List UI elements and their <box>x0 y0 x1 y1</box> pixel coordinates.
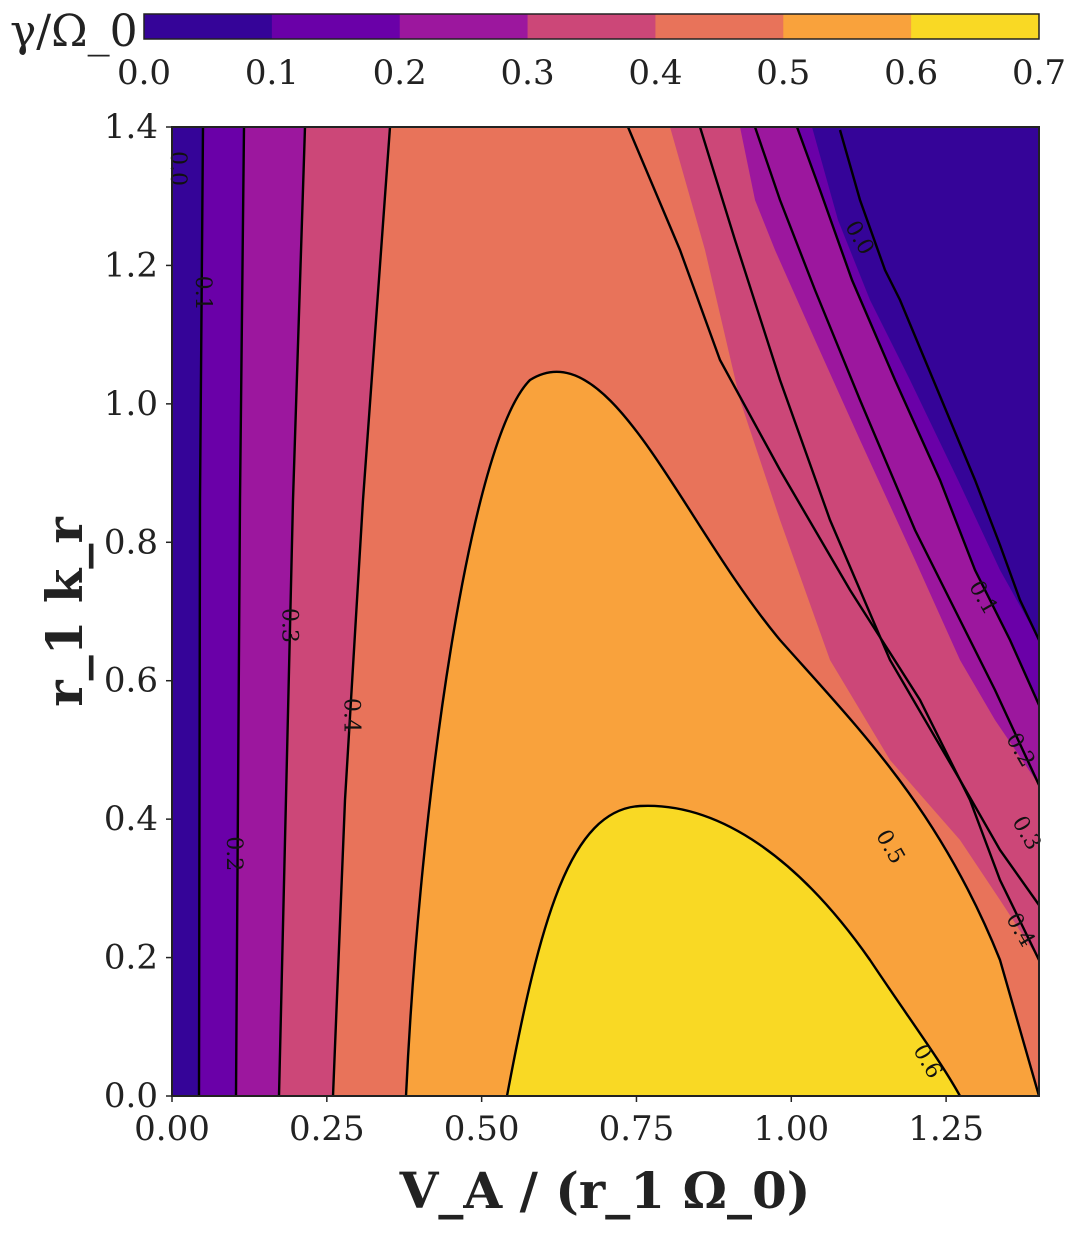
colorbar-tick-label: 0.2 <box>373 53 427 93</box>
contour-label: 0.4 <box>339 698 364 733</box>
contour-line-0.3-left <box>277 127 307 1096</box>
contour-label: 0.2 <box>221 836 246 871</box>
contour-line-0.4-right <box>626 127 1039 961</box>
colorbar-tick-label: 0.5 <box>756 53 810 93</box>
contour-label-text: 0.0 <box>165 151 190 186</box>
plot-frame <box>171 126 1040 1097</box>
colorbar-swatch <box>655 14 784 39</box>
contour-line-0.3-right <box>698 127 1039 906</box>
y-tick-label: 0.8 <box>104 522 158 562</box>
colorbar-label: γ/Ω_0 <box>10 6 138 57</box>
contour-label-text: 0.4 <box>339 698 364 733</box>
colorbar-tick-label: 0.6 <box>884 53 938 93</box>
contour-label-text: 0.3 <box>277 608 302 643</box>
colorbar-swatch <box>399 14 529 39</box>
contour-line-0.1-right <box>795 127 1039 706</box>
colorbar-swatch <box>911 14 1040 39</box>
contour-line-0.5 <box>404 370 1039 1096</box>
x-tick-label: 1.00 <box>753 1109 829 1149</box>
y-axis-ticks: 0.0 0.2 0.4 0.6 0.8 1.0 1.2 1.4 <box>104 107 172 1116</box>
y-tick-label: 1.0 <box>104 384 158 424</box>
x-axis-ticks: 0.00 0.25 0.50 0.75 1.00 1.25 <box>134 1096 984 1149</box>
y-tick-label: 0.4 <box>104 799 158 839</box>
contour-label-text: 0.2 <box>221 836 246 871</box>
colorbar-tick-label: 0.7 <box>1012 53 1066 93</box>
contour-label: 0.0 <box>165 151 190 186</box>
x-tick-label: 0.25 <box>289 1109 365 1149</box>
contour-lines <box>197 127 1039 1096</box>
y-tick-label: 0.6 <box>104 661 158 701</box>
x-axis-label: V_A / (r_1 Ω_0) <box>399 1161 811 1220</box>
contour-line-0.2-left <box>234 127 246 1096</box>
colorbar-tick-label: 0.1 <box>245 53 299 93</box>
contour-label: 0.1 <box>190 276 215 311</box>
contour-line-0.0-right <box>838 129 1039 641</box>
region-0.6-0.7 <box>507 805 960 1096</box>
contour-fill <box>172 127 1039 1096</box>
contour-line-0.6 <box>505 804 962 1096</box>
x-tick-label: 1.25 <box>908 1109 984 1149</box>
colorbar-swatch <box>144 14 273 39</box>
contour-line-0.1-left <box>197 127 205 1096</box>
contour-line-0.4-left <box>331 127 392 1096</box>
colorbar-tick-label: 0.3 <box>501 53 555 93</box>
y-tick-label: 1.4 <box>104 107 158 147</box>
x-tick-label: 0.50 <box>444 1109 520 1149</box>
colorbar: γ/Ω_0 0.0 0.1 0.2 0.3 0.4 0.5 0.6 0.7 <box>10 6 1066 93</box>
colorbar-tick-label: 0.0 <box>117 53 171 93</box>
contour-label-text: 0.1 <box>190 276 215 311</box>
x-tick-label: 0.75 <box>599 1109 675 1149</box>
y-axis-label: r_1 k_r <box>35 517 94 707</box>
x-tick-label: 0.00 <box>134 1109 210 1149</box>
y-tick-label: 1.2 <box>104 245 158 285</box>
colorbar-tick-label: 0.4 <box>628 53 682 93</box>
contour-line-0.2-right <box>753 127 1039 786</box>
y-tick-label: 0.0 <box>104 1076 158 1116</box>
contour-label: 0.3 <box>277 608 302 643</box>
colorbar-swatch <box>783 14 912 39</box>
colorbar-swatch <box>527 14 656 39</box>
y-tick-label: 0.2 <box>104 938 158 978</box>
colorbar-swatch <box>271 14 401 39</box>
